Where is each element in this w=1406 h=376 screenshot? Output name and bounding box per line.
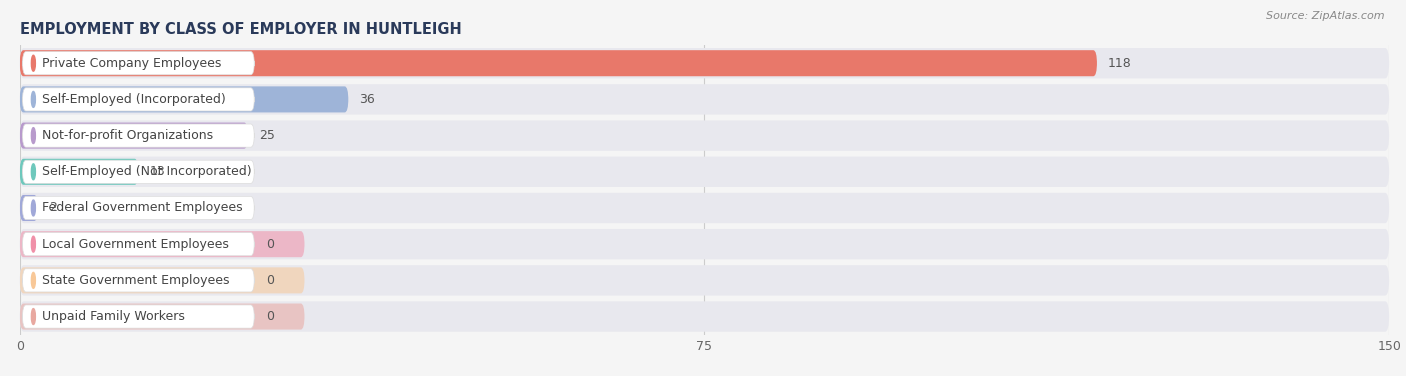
Circle shape xyxy=(31,236,35,252)
Text: State Government Employees: State Government Employees xyxy=(42,274,229,287)
Text: Unpaid Family Workers: Unpaid Family Workers xyxy=(42,310,184,323)
Text: 0: 0 xyxy=(266,238,274,251)
Text: Private Company Employees: Private Company Employees xyxy=(42,57,221,70)
Text: 36: 36 xyxy=(360,93,375,106)
Text: Source: ZipAtlas.com: Source: ZipAtlas.com xyxy=(1267,11,1385,21)
FancyBboxPatch shape xyxy=(20,195,38,221)
FancyBboxPatch shape xyxy=(20,229,1389,259)
Text: 2: 2 xyxy=(49,202,56,214)
FancyBboxPatch shape xyxy=(20,231,305,257)
Text: Self-Employed (Incorporated): Self-Employed (Incorporated) xyxy=(42,93,225,106)
FancyBboxPatch shape xyxy=(22,52,254,75)
FancyBboxPatch shape xyxy=(20,50,1097,76)
Circle shape xyxy=(31,200,35,216)
Circle shape xyxy=(31,164,35,180)
FancyBboxPatch shape xyxy=(22,88,254,111)
FancyBboxPatch shape xyxy=(20,84,1389,115)
FancyBboxPatch shape xyxy=(20,193,1389,223)
Circle shape xyxy=(31,309,35,324)
Text: 25: 25 xyxy=(259,129,274,142)
Text: 118: 118 xyxy=(1108,57,1132,70)
FancyBboxPatch shape xyxy=(20,303,305,330)
Circle shape xyxy=(31,127,35,144)
Text: Federal Government Employees: Federal Government Employees xyxy=(42,202,242,214)
FancyBboxPatch shape xyxy=(20,159,138,185)
Circle shape xyxy=(31,91,35,108)
Text: Local Government Employees: Local Government Employees xyxy=(42,238,228,251)
Text: Self-Employed (Not Incorporated): Self-Employed (Not Incorporated) xyxy=(42,165,252,178)
FancyBboxPatch shape xyxy=(22,196,254,220)
FancyBboxPatch shape xyxy=(20,267,305,293)
FancyBboxPatch shape xyxy=(20,123,247,149)
FancyBboxPatch shape xyxy=(20,120,1389,151)
FancyBboxPatch shape xyxy=(22,233,254,256)
Text: EMPLOYMENT BY CLASS OF EMPLOYER IN HUNTLEIGH: EMPLOYMENT BY CLASS OF EMPLOYER IN HUNTL… xyxy=(20,22,461,37)
FancyBboxPatch shape xyxy=(20,48,1389,79)
Text: 0: 0 xyxy=(266,310,274,323)
FancyBboxPatch shape xyxy=(20,86,349,112)
FancyBboxPatch shape xyxy=(20,301,1389,332)
FancyBboxPatch shape xyxy=(22,124,254,147)
FancyBboxPatch shape xyxy=(22,160,254,183)
Circle shape xyxy=(31,272,35,288)
Text: Not-for-profit Organizations: Not-for-profit Organizations xyxy=(42,129,212,142)
FancyBboxPatch shape xyxy=(20,156,1389,187)
Text: 13: 13 xyxy=(149,165,165,178)
FancyBboxPatch shape xyxy=(22,269,254,292)
FancyBboxPatch shape xyxy=(22,305,254,328)
Circle shape xyxy=(31,55,35,71)
FancyBboxPatch shape xyxy=(20,265,1389,296)
Text: 0: 0 xyxy=(266,274,274,287)
